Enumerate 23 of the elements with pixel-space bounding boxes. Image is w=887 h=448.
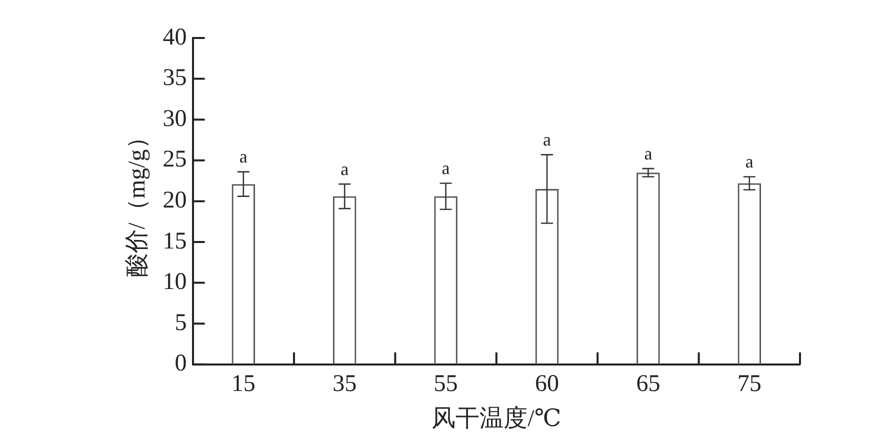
data-label: a [543,129,551,150]
x-tick-label: 55 [434,371,458,398]
x-tick-label: 35 [332,371,357,398]
y-tick-label: 30 [162,106,187,132]
y-tick-label: 10 [162,269,187,296]
y-tick-label: 25 [162,146,187,173]
y-tick-label: 5 [174,310,187,336]
x-tick-label: 75 [737,371,762,398]
data-label: a [644,143,652,164]
y-tick-label: 40 [162,24,187,50]
x-tick-label: 60 [535,371,559,398]
y-tick-label: 35 [162,65,187,92]
data-label: a [442,158,450,178]
y-tick-label: 15 [162,228,187,254]
x-tick-label: 15 [231,371,256,398]
y-axis-title: 酸价/（mg/g） [124,125,151,278]
data-label: a [239,146,248,167]
x-axis-title: 风干温度/℃ [432,404,562,432]
data-label: a [745,151,754,172]
data-label: a [340,158,349,179]
y-tick-label: 0 [174,350,187,377]
y-tick-label: 20 [162,187,187,214]
x-tick-label: 65 [636,371,660,398]
